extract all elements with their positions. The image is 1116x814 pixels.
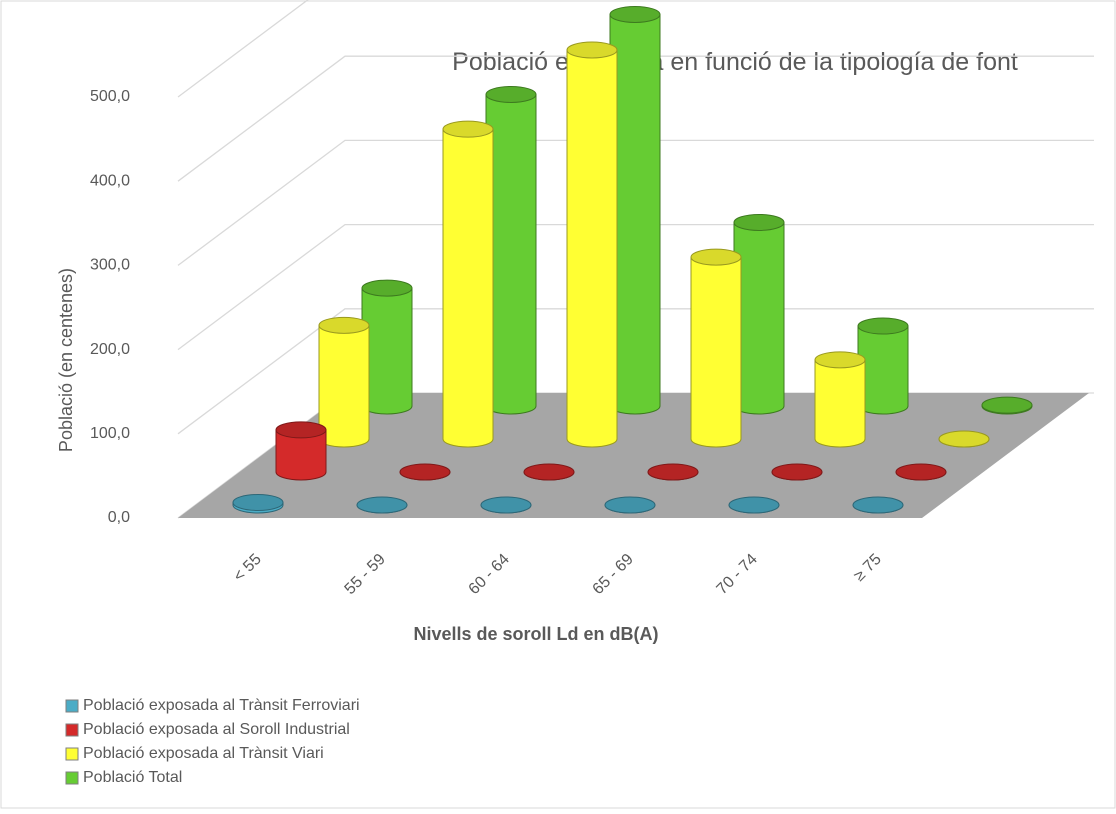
cylinder [604,496,656,514]
y-tick-label: 500,0 [90,88,130,105]
cylinder-top [356,496,408,514]
cylinder [356,496,408,514]
chart-title: Població exposada en funció de la tipolo… [452,48,1018,76]
grid-line [177,139,1094,266]
cylinder-top [609,5,661,23]
cylinder [938,430,990,448]
cylinder-top [733,213,785,231]
legend-swatch [65,747,79,761]
cylinder-top [442,120,494,138]
cylinder-body [318,324,370,448]
cylinder-top [480,496,532,514]
legend-label: Població Total [83,769,182,786]
cylinder-top [852,496,904,514]
cylinder-body [275,429,327,481]
cylinder [442,120,494,448]
cylinder-top [938,430,990,448]
cylinder [480,496,532,514]
cylinder-top [771,463,823,481]
cylinder [852,496,904,514]
legend-label: Població exposada al Soroll Industrial [83,721,350,738]
cylinder [771,463,823,481]
cylinder-top [275,421,327,439]
cylinder-top [814,351,866,369]
cylinder [857,317,909,415]
cylinder-top [895,463,947,481]
cylinder [690,248,742,448]
cylinder [275,421,327,481]
grid-line [177,308,1094,435]
legend-swatch [65,771,79,785]
x-axis-title: Nivells de soroll Ld en dB(A) [413,624,658,644]
cylinder [814,351,866,448]
cylinder [232,493,284,514]
cylinder-top [728,496,780,514]
cylinder-body [814,359,866,448]
cylinder-top [523,463,575,481]
cylinder-top [361,279,413,297]
y-tick-label: 200,0 [90,341,130,358]
cylinder [647,463,699,481]
cylinder [361,279,413,415]
cylinder [523,463,575,481]
cylinder [895,463,947,481]
y-tick-label: 0,0 [108,509,130,526]
grid-line [177,223,1094,351]
legend-swatch [65,723,79,737]
cylinder [981,396,1033,415]
cylinder-top [485,85,537,103]
cylinder-top [690,248,742,266]
grid-line [177,55,1094,182]
cylinder [728,496,780,514]
cylinder-top [232,493,284,511]
legend-label: Població exposada al Trànsit Ferroviari [83,697,360,714]
cylinder-top [566,41,618,59]
cylinder-top [647,463,699,481]
cylinder [566,41,618,448]
cylinder [318,316,370,448]
cylinder-top [399,463,451,481]
cylinder-body [690,256,742,448]
cylinder-top [318,316,370,334]
legend-swatch [65,699,79,713]
y-tick-label: 100,0 [90,425,130,442]
cylinder [399,463,451,481]
y-axis-title: Població (en centenes) [56,268,76,452]
cylinder-body [442,128,494,448]
cylinder-top [857,317,909,335]
cylinder-top [981,396,1033,414]
cylinder-body [566,49,618,448]
y-tick-label: 400,0 [90,172,130,189]
cylinder-top [604,496,656,514]
grid-line [177,0,309,98]
cylinder [485,85,537,415]
y-tick-label: 300,0 [90,257,130,274]
legend-label: Població exposada al Trànsit Viari [83,745,324,762]
